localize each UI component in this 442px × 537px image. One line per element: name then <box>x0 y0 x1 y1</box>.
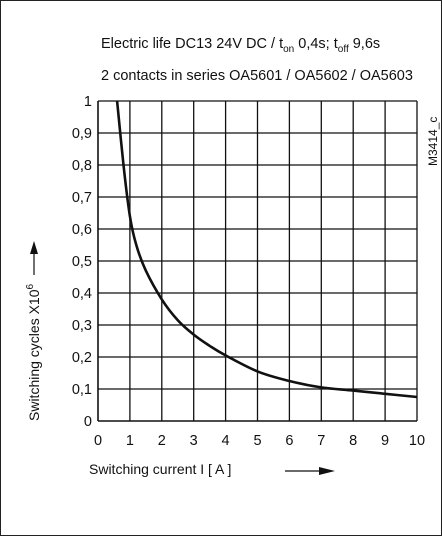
y-axis-ticks: 0 0,1 0,2 0,3 0,4 0,5 0,6 0,7 0,8 0,9 1 <box>72 94 92 430</box>
y-tick-label: 0,8 <box>72 158 92 174</box>
y-tick-label: 0,2 <box>72 350 92 366</box>
y-axis-label: Switching cycles X106 <box>25 283 42 421</box>
chart-grid <box>97 100 418 422</box>
x-tick-label: 8 <box>349 433 357 449</box>
y-tick-label: 0,9 <box>72 126 92 142</box>
drawing-code: M3414_c <box>426 117 440 166</box>
x-axis-arrow-head <box>319 467 335 475</box>
y-tick-label: 0,6 <box>72 222 92 238</box>
y-axis-arrow-head <box>30 241 38 254</box>
chart-title-line2: 2 contacts in series OA5601 / OA5602 / O… <box>101 68 413 84</box>
x-tick-label: 7 <box>317 433 325 449</box>
y-tick-label: 0,5 <box>72 254 92 270</box>
x-tick-label: 10 <box>409 433 425 449</box>
y-tick-label: 0,4 <box>72 286 92 302</box>
y-tick-label: 0,7 <box>72 190 92 206</box>
y-tick-label: 0,3 <box>72 318 92 334</box>
series-0-line <box>115 100 418 399</box>
y-tick-label: 0,1 <box>72 382 92 398</box>
x-tick-label: 2 <box>158 433 166 449</box>
x-tick-label: 3 <box>190 433 198 449</box>
chart-title-line1: Electric life DC13 24V DC / ton 0,4s; to… <box>101 36 380 55</box>
y-tick-label: 0 <box>84 414 92 430</box>
x-tick-label: 4 <box>222 433 230 449</box>
x-tick-label: 9 <box>381 433 389 449</box>
x-tick-label: 0 <box>94 433 102 449</box>
y-tick-label: 1 <box>84 94 92 110</box>
x-tick-label: 5 <box>253 433 261 449</box>
x-axis-label: Switching current I [ A ] <box>89 461 231 477</box>
x-tick-label: 1 <box>126 433 134 449</box>
x-tick-label: 6 <box>285 433 293 449</box>
svg-text:Switching cycles X106: Switching cycles X106 <box>25 283 42 421</box>
x-axis-ticks: 0 1 2 3 4 5 6 7 8 9 10 <box>94 433 425 449</box>
